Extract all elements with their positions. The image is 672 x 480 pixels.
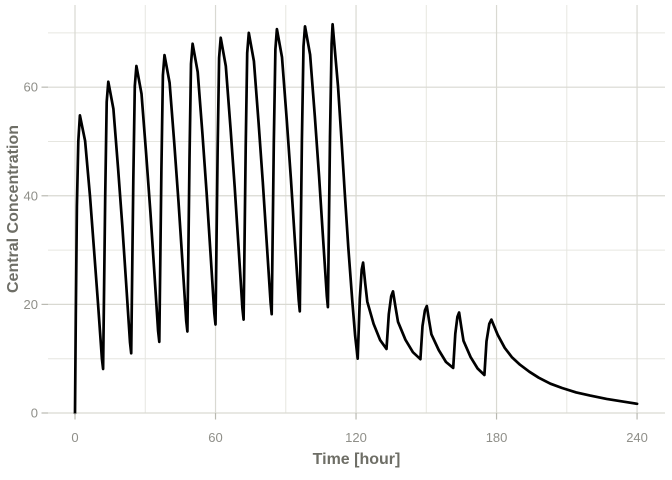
y-tick-label: 0 (31, 406, 38, 421)
y-tick-label: 20 (24, 297, 38, 312)
y-tick-label: 60 (24, 80, 38, 95)
y-axis-title: Central Concentration (5, 124, 22, 294)
x-axis-title: Time [hour] (312, 451, 401, 468)
x-tick-label: 60 (208, 430, 222, 445)
x-tick-label: 0 (71, 430, 78, 445)
concentration-line (73, 22, 639, 415)
x-tick-label: 120 (345, 430, 367, 445)
x-tick-label: 180 (486, 430, 508, 445)
y-tick-label: 40 (24, 188, 38, 203)
x-tick-label: 240 (626, 430, 648, 445)
